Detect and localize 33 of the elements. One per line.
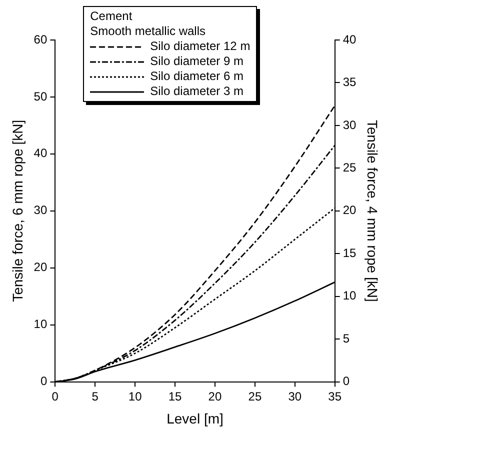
y2-tick-label: 10 — [342, 288, 357, 303]
legend-label: Silo diameter 6 m — [150, 69, 244, 84]
y-axis-title: Tensile force, 6 mm rope [kN] — [9, 120, 26, 302]
legend-label: Silo diameter 9 m — [150, 54, 244, 69]
x-tick-label: 10 — [128, 389, 142, 404]
x-tick-label: 25 — [248, 389, 262, 404]
y-tick-label: 60 — [34, 32, 48, 46]
y-tick-label: 10 — [34, 317, 48, 332]
y2-tick-label: 40 — [342, 32, 357, 46]
y2-tick-label: 15 — [342, 246, 357, 260]
x-axis-title: Level [m] — [166, 410, 224, 426]
legend-label: Silo diameter 3 m — [150, 84, 244, 99]
y-tick-label: 20 — [34, 260, 48, 274]
y2-axis-title: Tensile force, 4 mm rope [kN] — [364, 120, 381, 302]
y2-tick-label: 35 — [342, 75, 357, 90]
x-tick-label: 35 — [328, 389, 342, 404]
y-tick-label: 40 — [34, 146, 48, 160]
x-tick-label: 5 — [92, 389, 99, 404]
y2-tick-label: 5 — [342, 331, 350, 346]
y-tick-label: 50 — [34, 89, 48, 104]
x-tick-label: 0 — [52, 389, 59, 404]
y2-tick-label: 25 — [342, 160, 357, 174]
y2-tick-label: 0 — [342, 374, 350, 388]
x-tick-label: 30 — [288, 389, 302, 404]
legend-label: Silo diameter 12 m — [150, 39, 250, 54]
y-tick-label: 0 — [40, 374, 48, 388]
x-tick-label: 20 — [208, 389, 222, 404]
y2-tick-label: 20 — [342, 203, 357, 218]
text: Smooth metallic walls — [90, 24, 207, 39]
legend-title: Cement — [90, 9, 134, 24]
y2-tick-label: 30 — [342, 118, 357, 132]
x-tick-label: 15 — [168, 389, 182, 404]
y-tick-label: 30 — [34, 203, 48, 218]
